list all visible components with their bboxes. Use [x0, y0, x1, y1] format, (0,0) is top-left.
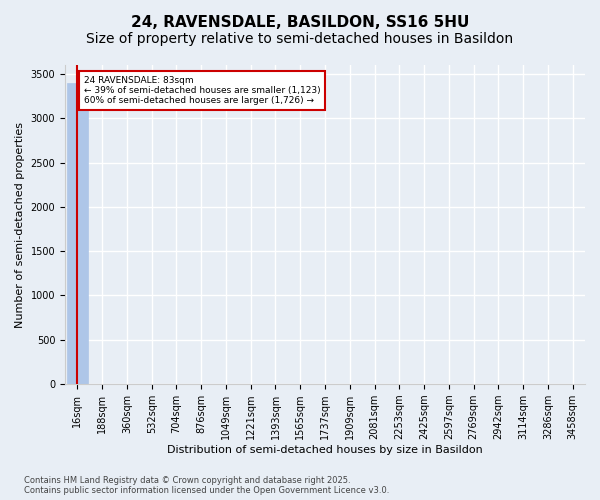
- Text: 24, RAVENSDALE, BASILDON, SS16 5HU: 24, RAVENSDALE, BASILDON, SS16 5HU: [131, 15, 469, 30]
- Y-axis label: Number of semi-detached properties: Number of semi-detached properties: [15, 122, 25, 328]
- Text: Size of property relative to semi-detached houses in Basildon: Size of property relative to semi-detach…: [86, 32, 514, 46]
- Text: 24 RAVENSDALE: 83sqm
← 39% of semi-detached houses are smaller (1,123)
60% of se: 24 RAVENSDALE: 83sqm ← 39% of semi-detac…: [83, 76, 320, 106]
- Text: Contains HM Land Registry data © Crown copyright and database right 2025.
Contai: Contains HM Land Registry data © Crown c…: [24, 476, 389, 495]
- X-axis label: Distribution of semi-detached houses by size in Basildon: Distribution of semi-detached houses by …: [167, 445, 483, 455]
- Bar: [67, 82, 88, 384]
